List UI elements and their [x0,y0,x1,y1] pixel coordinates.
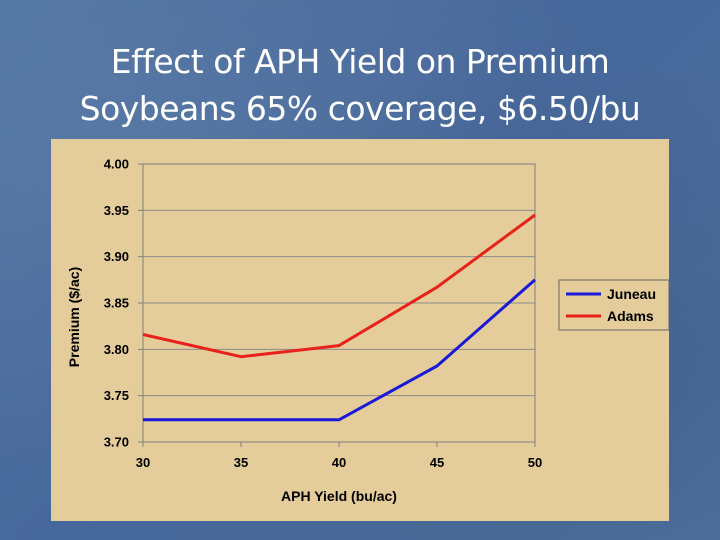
x-axis-tick-labels: 30 35 40 45 50 [136,442,542,470]
slide-title-line-2: Soybeans 65% coverage, $6.50/bu [79,89,641,128]
series-lines [142,213,536,422]
y-axis-title: Premium ($/ac) [66,267,82,367]
y-tick-label: 3.95 [104,203,129,218]
y-tick-label: 3.75 [104,388,129,403]
y-tick-label: 3.80 [104,342,129,357]
x-tick-label: 50 [528,455,542,470]
x-tick-label: 35 [234,455,248,470]
legend: Juneau Adams [558,279,669,331]
y-tick-label: 3.70 [104,435,129,450]
y-axis-tick-labels: 3.70 3.75 3.80 3.85 3.90 3.95 4.00 [104,157,143,450]
legend-label-juneau: Juneau [607,286,656,302]
x-axis-title: APH Yield (bu/ac) [281,488,397,504]
x-tick-label: 40 [332,455,346,470]
slide-title-line-1: Effect of APH Yield on Premium [110,42,610,81]
legend-box [558,279,669,331]
grid-lines [143,163,535,443]
x-tick-label: 30 [136,455,150,470]
y-tick-label: 3.85 [104,296,129,311]
y-tick-label: 3.90 [104,249,129,264]
line-chart: 3.703.753.803.853.903.954.00 30 35 40 45 50 … [66,157,669,504]
y-tick-label: 4.00 [104,157,129,172]
x-tick-label: 45 [430,455,444,470]
slide-title: Effect of APH Yield on Premium Soybeans … [0,38,720,132]
chart-panel: 3.70 3.75 3.80 3.85 3.90 3.95 4.00 30 35 40 45 50 … [51,139,669,521]
series-line-juneau [143,278,536,422]
legend-label-adams: Adams [607,308,654,324]
series-line-adams [142,213,536,359]
